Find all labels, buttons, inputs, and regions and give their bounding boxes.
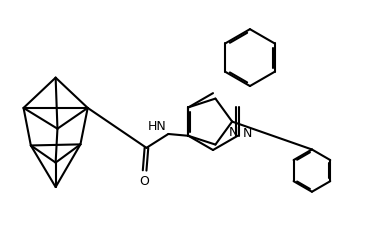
Text: N: N [242, 127, 252, 140]
Text: HN: HN [148, 120, 166, 132]
Text: N: N [229, 126, 238, 139]
Text: O: O [140, 175, 150, 188]
